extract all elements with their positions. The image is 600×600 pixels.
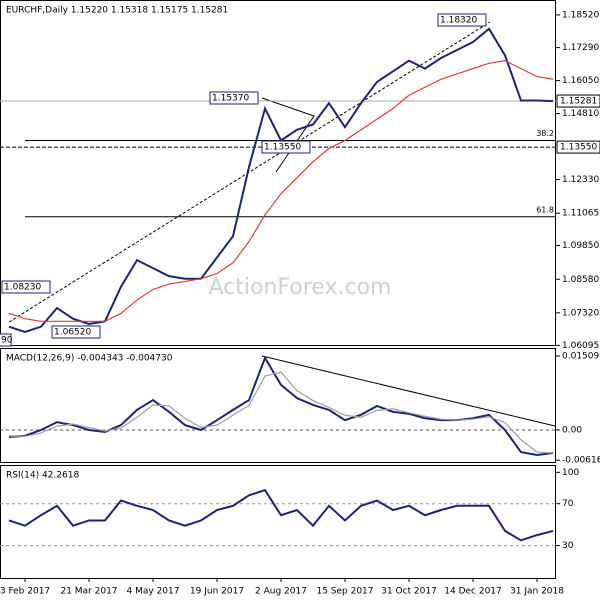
pane-title: MACD(12,26,9) -0.004343 -0.004730 bbox=[6, 354, 173, 364]
series-line bbox=[8, 371, 554, 454]
watermark: ActionForex.com bbox=[209, 275, 392, 300]
x-tick-label: 14 Dec 2017 bbox=[444, 587, 502, 597]
y-tick-label: 1.16050 bbox=[562, 76, 599, 86]
y-tick-label: -0.006163 bbox=[562, 456, 600, 466]
x-tick-label: 31 Jan 2018 bbox=[510, 587, 564, 597]
annotation-box bbox=[209, 91, 259, 105]
annotation: 1.18320 bbox=[440, 16, 477, 26]
y-tick-label: 1.07320 bbox=[562, 308, 599, 318]
trend-line bbox=[8, 21, 491, 323]
pane-title: RSI(14) 42.2618 bbox=[6, 471, 79, 481]
y-tick-label: 1.17290 bbox=[562, 43, 599, 53]
level-label: 1.13550 bbox=[560, 143, 597, 153]
y-tick-label: 1.06095 bbox=[562, 341, 599, 351]
x-tick-label: 21 Mar 2017 bbox=[60, 587, 117, 597]
annotation-box bbox=[261, 140, 311, 154]
annotation-box bbox=[1, 280, 51, 294]
y-tick-label: 1.14810 bbox=[562, 109, 599, 119]
x-tick-label: 2 Aug 2017 bbox=[255, 587, 307, 597]
y-tick-label: 1.08580 bbox=[562, 275, 599, 285]
macd-frame bbox=[0, 348, 556, 463]
macd-trend bbox=[261, 355, 556, 427]
annotation: 90 bbox=[1, 336, 13, 346]
x-tick-label: 19 Jun 2017 bbox=[190, 587, 244, 597]
annotation-box bbox=[0, 333, 12, 347]
x-tick-label: 31 Oct 2017 bbox=[381, 587, 437, 597]
y-tick-label: 70 bbox=[562, 499, 574, 509]
y-tick-label: 1.12330 bbox=[562, 175, 599, 185]
y-tick-label: 1.09850 bbox=[562, 241, 599, 251]
y-tick-label: 30 bbox=[562, 541, 574, 551]
price-box bbox=[556, 94, 600, 108]
y-tick-label: 100 bbox=[562, 468, 579, 478]
plots: 3 Feb 2017 21 Mar 2017 4 May 2017 19 Jun 20… bbox=[0, 6, 600, 597]
level-label: 38.2 bbox=[536, 129, 554, 138]
y-tick-label: 1.18520 bbox=[562, 10, 599, 20]
x-tick-label: 15 Sep 2017 bbox=[316, 587, 373, 597]
y-tick-label: 0.015092 bbox=[562, 351, 600, 361]
y-tick-label: 0.00 bbox=[562, 425, 582, 435]
rsi-frame bbox=[0, 465, 556, 579]
level-label: 1.15281 bbox=[560, 97, 597, 107]
series-line bbox=[8, 488, 554, 542]
annotation-box bbox=[51, 325, 101, 339]
y-tick-label: 1.11065 bbox=[562, 209, 599, 219]
price-frame bbox=[0, 0, 556, 346]
annotation: 1.13550 bbox=[264, 143, 301, 153]
level-label: 61.8 bbox=[536, 205, 554, 214]
annotation: 1.15370 bbox=[212, 94, 249, 104]
x-tick-label: 4 May 2017 bbox=[127, 587, 180, 597]
annotation: 1.06520 bbox=[54, 328, 91, 338]
series-line bbox=[8, 27, 554, 334]
series-line bbox=[8, 60, 554, 322]
annotation: 1.08230 bbox=[4, 283, 41, 293]
price-box bbox=[556, 140, 600, 154]
pane-title: EURCHF,Daily 1.15220 1.15318 1.15175 1.1… bbox=[6, 6, 228, 16]
x-tick-label: 3 Feb 2017 bbox=[0, 587, 50, 597]
annotation-box bbox=[437, 13, 487, 27]
